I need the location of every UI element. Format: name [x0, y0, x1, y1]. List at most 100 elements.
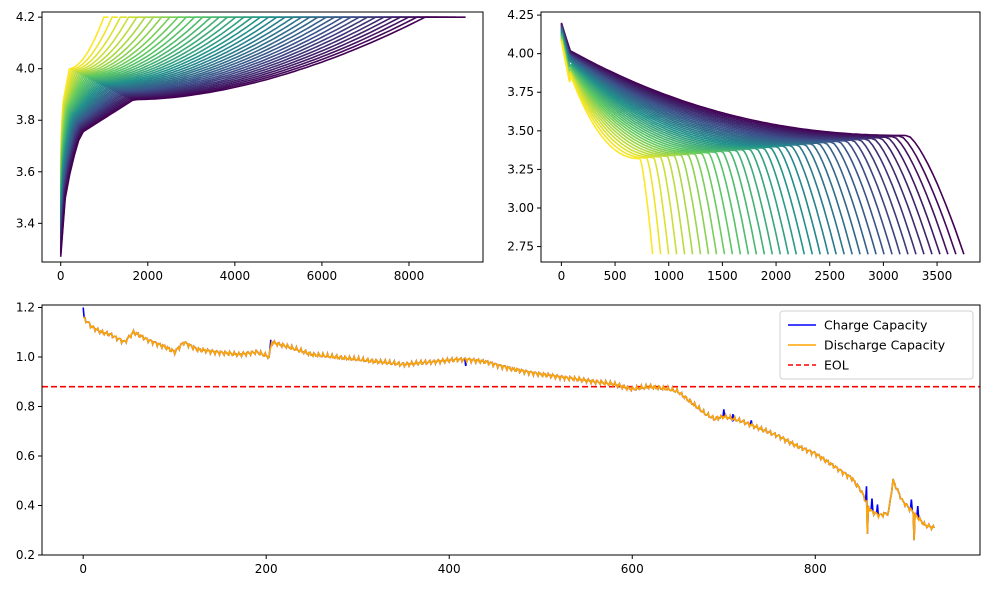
discharge-curve	[560, 39, 686, 255]
charge-curve	[59, 16, 448, 253]
capacity-fade-y-tick-label: 0.8	[16, 399, 35, 413]
discharge-curve	[560, 30, 837, 255]
capacity-fade-y-tick-label: 0.2	[16, 548, 35, 562]
charge-curve	[59, 16, 201, 190]
charge-voltage-y-tick-label: 3.8	[16, 113, 35, 127]
capacity-fade-y-tick-label: 0.6	[16, 449, 35, 463]
charge-voltage-x-tick-label: 6000	[307, 269, 338, 283]
legend-box	[779, 310, 974, 380]
charge-curve	[59, 16, 274, 209]
discharge-voltage-x-tick-label: 0	[558, 269, 566, 283]
discharge-curve	[560, 29, 845, 255]
discharge-curve	[560, 37, 718, 255]
charge-curve	[59, 16, 402, 241]
discharge-capacity-line	[83, 316, 935, 541]
discharge-voltage-y-tick-label: 2.75	[507, 240, 534, 254]
charge-curve	[59, 16, 365, 232]
discharge-voltage-x-tick-label: 2500	[814, 269, 845, 283]
charge-curve	[59, 16, 466, 257]
discharge-voltage-x-tick-label: 1000	[653, 269, 684, 283]
discharge-curve	[560, 30, 829, 255]
capacity-fade-x-tick-label: 0	[79, 562, 87, 576]
charge-curve	[59, 16, 375, 234]
discharge-curve	[560, 35, 742, 255]
discharge-curve	[560, 34, 758, 255]
discharge-curve	[560, 34, 774, 255]
charge-curve	[59, 16, 429, 248]
legend-discharge-label: Discharge Capacity	[824, 338, 946, 353]
discharge-curve	[560, 33, 790, 255]
charge-curve	[59, 16, 146, 176]
charge-voltage-y-tick-label: 4.2	[16, 10, 35, 24]
capacity-fade-x-tick-label: 800	[804, 562, 827, 576]
charge-voltage-x-tick-label: 0	[57, 269, 65, 283]
charge-voltage-x-tick-label: 8000	[394, 269, 425, 283]
charge-curve	[59, 16, 182, 186]
capacity-fade-x-tick-label: 600	[621, 562, 644, 576]
charge-curve	[59, 16, 393, 239]
charge-voltage-y-tick-label: 3.4	[16, 216, 35, 230]
charge-curve	[59, 16, 228, 197]
discharge-curve	[560, 38, 694, 255]
charge-curve	[59, 16, 137, 174]
discharge-voltage-y-tick-label: 3.00	[507, 201, 534, 215]
discharge-curve	[560, 36, 726, 255]
discharge-curve	[560, 31, 814, 255]
discharge-curve	[560, 40, 670, 255]
capacity-fade-frame	[41, 304, 981, 556]
charge-curve	[59, 16, 265, 207]
charge-voltage-frame	[41, 11, 484, 263]
charge-curve	[59, 16, 210, 193]
charge-curve	[59, 16, 347, 227]
discharge-curve	[560, 40, 662, 255]
discharge-curve	[560, 35, 750, 255]
discharge-voltage-y-tick-label: 3.75	[507, 85, 534, 99]
charge-voltage-plot-area	[59, 16, 466, 257]
charge-curve	[59, 16, 384, 237]
capacity-fade-y-tick-label: 1.0	[16, 350, 35, 364]
discharge-voltage-y-tick-label: 3.50	[507, 124, 534, 138]
charge-curve	[59, 16, 118, 170]
discharge-voltage-axes: 0 500 1000 1500 2000 2500 3000 3500 2.75 3.00 3.25…	[507, 8, 981, 283]
charge-curve	[59, 16, 356, 230]
capacity-fade-axes: 0 200 400 600 800 0.2 0.4 0.6 0.8 1.0 1.2 Charge Ca…	[16, 300, 981, 576]
discharge-curve	[560, 38, 702, 255]
charge-voltage-x-tick-label: 2000	[133, 269, 164, 283]
charge-voltage-axes: 0 2000 4000 6000 8000 3.4 3.6 3.8 4.0 4.2	[16, 10, 484, 283]
charge-curve	[59, 16, 164, 181]
legend-charge-label: Charge Capacity	[824, 318, 928, 333]
charge-curve	[59, 16, 292, 213]
legend-eol-label: EOL	[824, 358, 849, 373]
discharge-voltage-x-tick-label: 1500	[707, 269, 738, 283]
discharge-curve	[560, 36, 734, 255]
charge-curve	[59, 16, 301, 216]
charge-curve	[59, 16, 310, 218]
discharge-curve	[560, 34, 766, 255]
discharge-curve	[560, 32, 806, 255]
legend: Charge Capacity Discharge Capacity EOL	[779, 310, 974, 380]
charge-curve	[59, 16, 320, 220]
charge-curve	[59, 16, 246, 202]
charge-voltage-y-tick-label: 3.6	[16, 165, 35, 179]
charge-curve	[59, 16, 411, 244]
charge-curve	[59, 16, 219, 195]
charge-curve	[59, 16, 283, 211]
discharge-voltage-x-tick-label: 3000	[868, 269, 899, 283]
discharge-curve	[560, 37, 710, 255]
charge-curve	[59, 16, 338, 225]
capacity-fade-y-tick-label: 0.4	[16, 498, 35, 512]
charge-curve	[59, 16, 127, 172]
discharge-voltage-y-tick-label: 3.25	[507, 162, 534, 176]
capacity-fade-plot-area	[42, 307, 980, 541]
discharge-curve	[560, 41, 654, 255]
discharge-voltage-x-tick-label: 500	[604, 269, 627, 283]
capacity-fade-x-tick-label: 400	[438, 562, 461, 576]
charge-curve	[59, 16, 173, 183]
charge-curve	[59, 16, 329, 223]
charge-curve	[59, 16, 191, 188]
charge-curve	[59, 16, 457, 255]
discharge-curve	[560, 33, 782, 255]
discharge-curve	[560, 31, 821, 255]
capacity-fade-x-tick-label: 200	[255, 562, 278, 576]
